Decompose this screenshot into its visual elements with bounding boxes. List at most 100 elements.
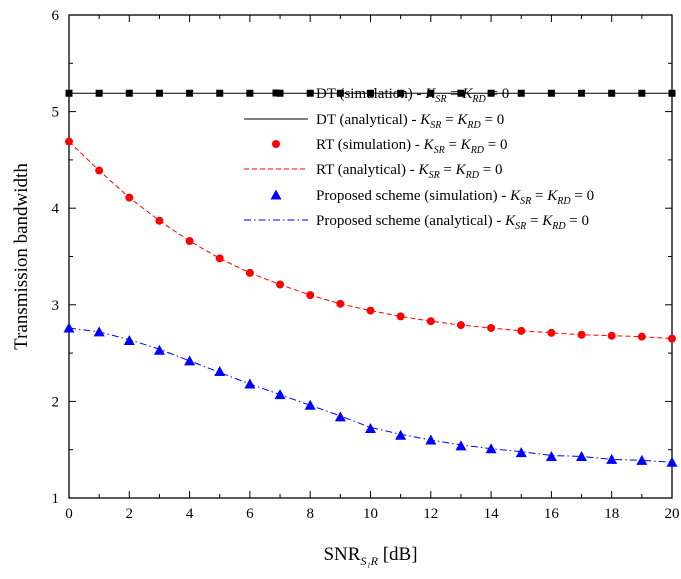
legend-label-part: K <box>455 162 467 178</box>
legend-label: DT (analytical) - KSR = KRD = 0 <box>316 112 504 131</box>
x-tick-label: 6 <box>246 506 254 522</box>
y-axis-title: Transmission bandwidth <box>11 163 32 350</box>
legend-label-part: = <box>526 213 542 229</box>
data-point-triangle <box>184 355 196 366</box>
data-point-square <box>272 89 280 97</box>
legend-entry-0: DT (simulation) - KSR = KRD = 0 <box>272 86 509 105</box>
y-tick-label: 1 <box>52 491 60 507</box>
series-3 <box>68 141 673 340</box>
legend-label-part: K <box>509 188 521 204</box>
data-point-circle <box>215 254 224 263</box>
series-line <box>68 141 673 340</box>
legend-label-part: RD <box>551 221 566 232</box>
legend-label-part: = <box>479 162 495 178</box>
legend-label-part: RD <box>471 94 486 105</box>
legend-label-part: K <box>541 213 553 229</box>
legend-entry-2: RT (simulation) - KSR = KRD = 0 <box>272 137 508 156</box>
legend-entry-4: Proposed scheme (simulation) - KSR = KRD… <box>270 188 594 207</box>
legend-label-part: RT (simulation) - <box>316 137 424 153</box>
legend-label-part: SR <box>434 145 445 156</box>
legend-label: RT (simulation) - KSR = KRD = 0 <box>316 137 508 156</box>
legend-label-part: Proposed scheme (analytical) - <box>316 213 505 229</box>
legend-label: DT (simulation) - KSR = KRD = 0 <box>316 86 509 105</box>
data-point-triangle <box>270 189 282 200</box>
x-axis-title-part: SNR <box>323 544 360 565</box>
legend-label-part: DT (analytical) - <box>316 112 420 128</box>
series-layer <box>63 89 678 467</box>
legend-label-part: RD <box>465 170 480 181</box>
legend-label-part: 0 <box>500 137 508 153</box>
y-tick-label: 2 <box>52 394 60 410</box>
x-axis-ticks: 0 2 4 6 8 10 12 14 16 18 20 <box>65 15 680 522</box>
data-point-triangle <box>666 456 678 467</box>
legend-label-part: SR <box>435 94 446 105</box>
legend-label-part: K <box>461 86 473 102</box>
legend-label-part: SR <box>520 196 531 207</box>
data-point-triangle <box>636 454 648 465</box>
legend-label-part: RD <box>470 145 485 156</box>
data-point-triangle <box>63 322 75 333</box>
legend-label-part: K <box>423 137 435 153</box>
legend-label-part: = <box>445 137 461 153</box>
x-tick-label: 16 <box>544 506 560 522</box>
series-4 <box>63 322 678 467</box>
y-tick-label: 6 <box>52 8 60 24</box>
legend-label-part: = <box>566 213 582 229</box>
legend-label-part: = <box>571 188 587 204</box>
legend-label-part: 0 <box>502 86 510 102</box>
legend-label-part: = <box>481 112 497 128</box>
series-line <box>68 327 673 463</box>
legend-label-part: RT (analytical) - <box>316 162 419 178</box>
legend-label-part: = <box>531 188 547 204</box>
legend-label-part: = <box>441 112 457 128</box>
x-tick-label: 20 <box>665 506 680 522</box>
data-point-circle <box>517 326 526 335</box>
y-tick-label: 5 <box>52 105 60 121</box>
data-point-triangle <box>365 422 376 433</box>
legend-label-part: K <box>456 112 468 128</box>
legend-label-part: 0 <box>497 112 505 128</box>
data-point-triangle <box>214 365 226 376</box>
data-point-circle <box>668 334 676 343</box>
legend-label-part: DT (simulation) - <box>316 86 425 102</box>
legend-label-part: 0 <box>495 162 503 178</box>
x-tick-label: 0 <box>65 506 73 522</box>
legend-label-part: 0 <box>582 213 590 229</box>
legend-entry-3: RT (analytical) - KSR = KRD = 0 <box>244 162 502 181</box>
x-tick-label: 18 <box>604 506 619 522</box>
data-point-circle <box>547 328 556 337</box>
legend-label-part: K <box>419 112 431 128</box>
x-tick-label: 2 <box>126 506 134 522</box>
data-point-circle <box>396 312 405 321</box>
legend-entry-5: Proposed scheme (analytical) - KSR = KRD… <box>244 213 589 232</box>
legend-label: Proposed scheme (analytical) - KSR = KRD… <box>316 213 589 232</box>
y-tick-label: 3 <box>52 298 60 314</box>
legend-label-part: 0 <box>587 188 595 204</box>
y-tick-label: 4 <box>52 201 60 217</box>
data-point-triangle <box>515 447 527 458</box>
legend-label-part: Proposed scheme (simulation) - <box>316 188 510 204</box>
legend-label-part: K <box>460 137 472 153</box>
legend-label-part: K <box>424 86 436 102</box>
x-tick-label: 10 <box>363 506 378 522</box>
legend-label-part: = <box>484 137 500 153</box>
data-point-triangle <box>304 399 316 410</box>
x-tick-label: 12 <box>423 506 438 522</box>
data-point-circle <box>366 306 375 315</box>
legend-label-part: = <box>440 162 456 178</box>
data-point-triangle <box>576 450 588 461</box>
legend-label-part: SR <box>515 221 526 232</box>
legend: DT (simulation) - KSR = KRD = 0DT (analy… <box>244 86 594 232</box>
legend-label-part: K <box>546 188 558 204</box>
legend-label: Proposed scheme (simulation) - KSR = KRD… <box>316 188 594 207</box>
x-axis-title-part: [dB] <box>378 544 418 565</box>
legend-label: RT (analytical) - KSR = KRD = 0 <box>316 162 502 181</box>
data-point-triangle <box>545 450 557 461</box>
legend-entry-1: DT (analytical) - KSR = KRD = 0 <box>244 112 504 131</box>
legend-label-part: RD <box>466 120 481 131</box>
legend-label-part: K <box>504 213 516 229</box>
legend-label-part: K <box>418 162 430 178</box>
x-tick-label: 14 <box>484 506 500 522</box>
legend-label-part: RD <box>556 196 571 207</box>
